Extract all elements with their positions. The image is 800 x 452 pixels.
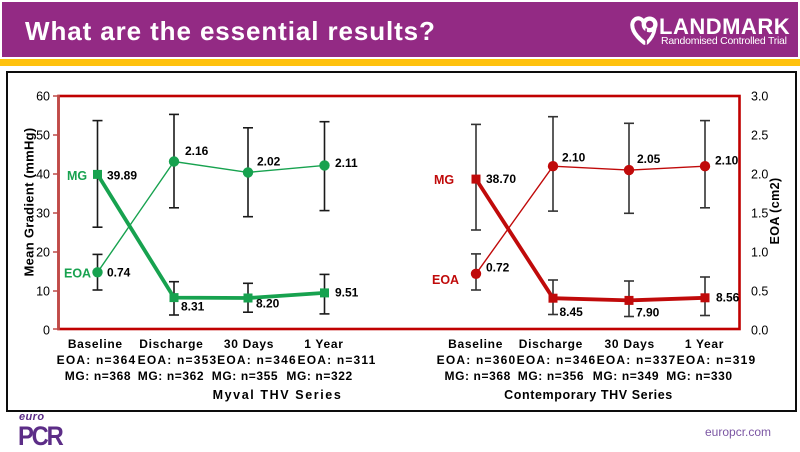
- svg-text:MG: n=349: MG: n=349: [593, 369, 659, 383]
- svg-text:Myval THV Series: Myval THV Series: [213, 388, 343, 402]
- svg-text:40: 40: [36, 168, 50, 182]
- svg-text:Baseline: Baseline: [448, 337, 503, 351]
- svg-text:0.74: 0.74: [107, 266, 131, 280]
- svg-text:MG: n=368: MG: n=368: [65, 369, 131, 383]
- svg-text:1.5: 1.5: [751, 207, 768, 221]
- svg-text:30 Days: 30 Days: [224, 337, 274, 351]
- svg-text:EOA (cm2): EOA (cm2): [768, 177, 782, 244]
- svg-text:EOA: EOA: [64, 267, 91, 281]
- svg-text:2.02: 2.02: [257, 155, 281, 169]
- svg-text:30 Days: 30 Days: [605, 337, 655, 351]
- svg-text:Baseline: Baseline: [68, 337, 123, 351]
- svg-text:EOA: n=311: EOA: n=311: [297, 353, 376, 367]
- svg-text:2.10: 2.10: [715, 154, 739, 168]
- svg-text:EOA: EOA: [432, 273, 459, 287]
- svg-text:EOA: n=346: EOA: n=346: [517, 353, 597, 367]
- svg-text:7.90: 7.90: [636, 306, 660, 320]
- svg-text:EOA: n=353: EOA: n=353: [138, 353, 218, 367]
- svg-text:8.31: 8.31: [181, 300, 205, 314]
- svg-text:2.10: 2.10: [562, 151, 586, 165]
- svg-text:8.45: 8.45: [560, 305, 584, 319]
- svg-text:EOA: n=319: EOA: n=319: [677, 353, 757, 367]
- svg-text:2.11: 2.11: [335, 156, 358, 170]
- svg-text:MG: MG: [434, 173, 454, 187]
- svg-text:EOA: n=346: EOA: n=346: [217, 353, 297, 367]
- svg-text:EOA: n=337: EOA: n=337: [597, 353, 677, 367]
- svg-text:Discharge: Discharge: [519, 337, 583, 351]
- svg-text:50: 50: [36, 129, 50, 143]
- svg-text:EOA: n=364: EOA: n=364: [57, 353, 137, 367]
- svg-text:MG: MG: [67, 169, 87, 183]
- svg-text:10: 10: [36, 285, 50, 299]
- svg-text:MG: n=368: MG: n=368: [444, 369, 510, 383]
- svg-text:1.0: 1.0: [751, 246, 768, 260]
- svg-text:1 Year: 1 Year: [304, 337, 343, 351]
- svg-text:Contemporary THV Series: Contemporary THV Series: [504, 388, 673, 402]
- svg-text:0.72: 0.72: [486, 261, 510, 275]
- svg-text:2.0: 2.0: [751, 168, 768, 182]
- svg-text:9.51: 9.51: [335, 286, 359, 300]
- svg-text:38.70: 38.70: [486, 172, 516, 186]
- svg-text:2.05: 2.05: [637, 152, 661, 166]
- svg-text:MG: n=362: MG: n=362: [138, 369, 204, 383]
- svg-text:2.16: 2.16: [185, 144, 209, 158]
- svg-text:8.20: 8.20: [256, 297, 280, 311]
- svg-text:0.5: 0.5: [751, 285, 768, 299]
- svg-text:3.0: 3.0: [751, 90, 768, 104]
- svg-text:Discharge: Discharge: [139, 337, 203, 351]
- svg-text:0.0: 0.0: [751, 324, 768, 338]
- svg-text:MG: n=355: MG: n=355: [212, 369, 278, 383]
- svg-text:MG: n=322: MG: n=322: [286, 369, 352, 383]
- svg-text:MG: n=356: MG: n=356: [518, 369, 584, 383]
- svg-text:EOA: n=360: EOA: n=360: [437, 353, 517, 367]
- svg-text:39.89: 39.89: [107, 169, 137, 183]
- svg-text:8.56: 8.56: [716, 291, 740, 305]
- svg-text:0: 0: [43, 324, 50, 338]
- svg-text:60: 60: [36, 90, 50, 104]
- svg-text:Mean Gradient (mmHg): Mean Gradient (mmHg): [22, 127, 37, 276]
- svg-text:30: 30: [36, 207, 50, 221]
- svg-text:MG: n=330: MG: n=330: [666, 369, 732, 383]
- svg-text:1 Year: 1 Year: [685, 337, 724, 351]
- svg-text:2.5: 2.5: [751, 129, 768, 143]
- svg-text:20: 20: [36, 246, 50, 260]
